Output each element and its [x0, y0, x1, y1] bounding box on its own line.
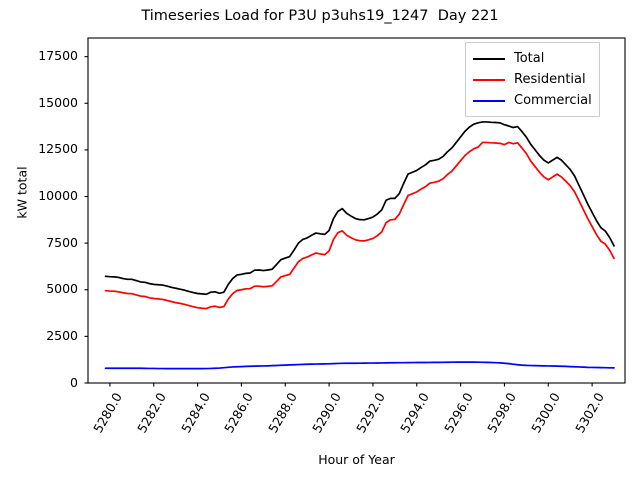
x-tick-label: 5294.0	[396, 390, 432, 436]
chart-title: Timeseries Load for P3U p3uhs19_1247 Day…	[141, 8, 499, 24]
legend-label-commercial: Commercial	[514, 92, 592, 108]
series-line-commercial	[104, 361, 615, 370]
x-tick-label: 5280.0	[90, 390, 125, 436]
x-tick-label: 5292.0	[353, 390, 388, 436]
y-tick-labels: 0 2500 5000 7500 10000 12500 15000 17500	[15, 0, 78, 480]
legend-swatch-total	[473, 57, 505, 60]
y-tick-label: 15000	[38, 94, 78, 110]
y-tick-label: 10000	[38, 188, 78, 203]
y-tick-label: 17500	[38, 48, 78, 64]
x-tick-label: 5290.0	[309, 390, 345, 436]
y-tick-label: 5000	[46, 281, 78, 297]
x-axis-label: Hour of Year	[318, 452, 395, 467]
legend-swatch-commercial	[473, 99, 505, 102]
legend-item-residential: Residential	[473, 69, 592, 90]
x-tick-label: 5296.0	[440, 390, 476, 436]
x-tick-marks	[109, 383, 593, 387]
y-tick-label: 2500	[46, 327, 78, 343]
y-tick-marks	[84, 56, 88, 384]
y-tick-label: 12500	[38, 141, 78, 157]
x-tick-label: 5298.0	[484, 390, 520, 436]
legend-label-total: Total	[514, 50, 545, 66]
y-tick-label: 7500	[46, 234, 78, 250]
legend-item-commercial: Commercial	[473, 90, 592, 111]
x-tick-label: 5302.0	[572, 390, 608, 436]
x-tick-label: 5300.0	[528, 390, 564, 436]
legend-label-residential: Residential	[514, 71, 586, 87]
series-line-total	[104, 121, 615, 296]
legend-item-total: Total	[473, 48, 592, 69]
x-tick-label: 5284.0	[177, 390, 213, 436]
y-tick-label: 0	[70, 374, 78, 390]
x-tick-label: 5286.0	[221, 390, 257, 436]
data-series-group	[104, 121, 615, 370]
series-line-residential	[104, 141, 615, 310]
y-axis-label: kW total	[14, 166, 30, 219]
x-tick-label: 5282.0	[133, 390, 169, 436]
chart-legend: Total Residential Commercial	[465, 42, 600, 117]
legend-swatch-residential	[473, 78, 505, 81]
x-tick-label: 5288.0	[265, 390, 301, 436]
